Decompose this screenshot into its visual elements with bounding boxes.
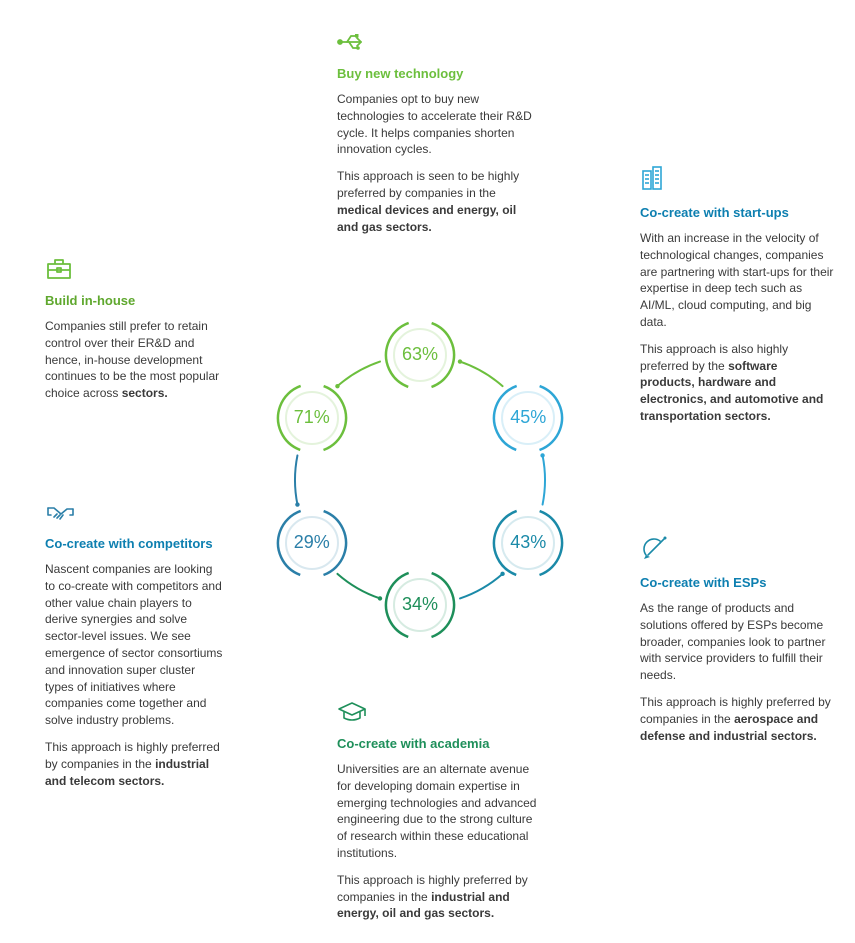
block-buy: Buy new technology Companies opt to buy … [337,30,537,245]
pct-node-inhouse: 71% [276,382,348,454]
block-startups: Co-create with start-ups With an increas… [640,165,835,435]
block-inhouse: Build in-house Companies still prefer to… [45,255,220,412]
briefcase-icon [45,255,220,286]
block-para-1: Nascent companies are looking to co-crea… [45,561,225,729]
block-competitors: Co-create with competitors Nascent compa… [45,500,225,799]
block-para-1: Companies opt to buy new technologies to… [337,91,537,158]
block-para-2: This approach is seen to be highly prefe… [337,168,537,235]
pct-node-startups: 45% [492,382,564,454]
block-para-1: Companies still prefer to retain control… [45,318,220,402]
block-para-1: As the range of products and solutions o… [640,600,835,684]
block-para-2: This approach is also highly preferred b… [640,341,835,425]
pct-label: 45% [492,382,564,454]
pct-label: 63% [384,319,456,391]
usb-icon [337,30,537,59]
block-esps: Co-create with ESPs As the range of prod… [640,535,835,754]
pct-label: 29% [276,507,348,579]
pct-node-esps: 43% [492,507,564,579]
block-para-2: This approach is highly preferred by com… [337,872,542,922]
gradcap-icon [337,700,542,729]
block-title: Co-create with ESPs [640,574,835,592]
pct-node-buy: 63% [384,319,456,391]
pct-node-competitors: 29% [276,507,348,579]
block-title: Co-create with start-ups [640,204,835,222]
pct-label: 71% [276,382,348,454]
block-title: Co-create with academia [337,735,542,753]
satellite-icon [640,535,835,568]
block-para-1: Universities are an alternate avenue for… [337,761,542,862]
block-academia: Co-create with academia Universities are… [337,700,542,932]
block-para-1: With an increase in the velocity of tech… [640,230,835,331]
buildings-icon [640,165,835,198]
handshake-icon [45,500,225,529]
pct-label: 43% [492,507,564,579]
pct-label: 34% [384,569,456,641]
block-para-2: This approach is highly preferred by com… [45,739,225,789]
block-para-2: This approach is highly preferred by com… [640,694,835,744]
pct-node-academia: 34% [384,569,456,641]
block-title: Co-create with competitors [45,535,225,553]
block-title: Buy new technology [337,65,537,83]
block-title: Build in-house [45,292,220,310]
